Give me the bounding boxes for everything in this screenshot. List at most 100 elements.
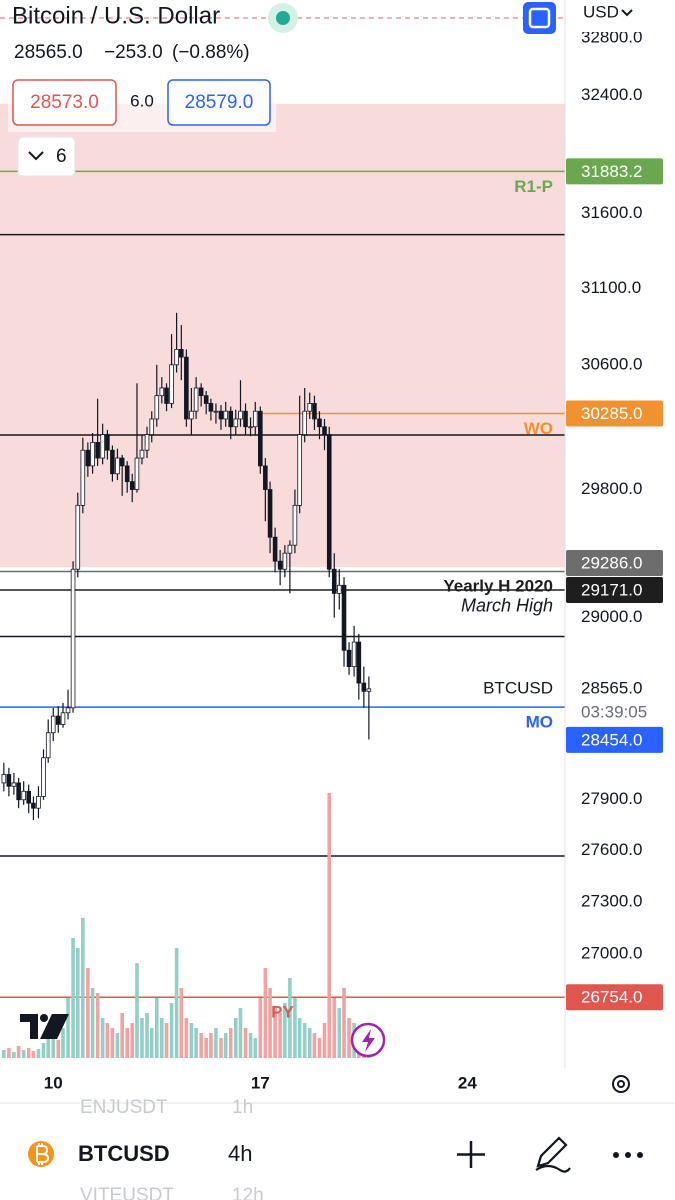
dot xyxy=(637,1152,643,1158)
ghost-symbol: ENJUSDT xyxy=(80,1097,168,1118)
volume-bar xyxy=(258,998,263,1058)
level-label: PY xyxy=(271,1003,294,1022)
candle-body xyxy=(149,418,155,435)
market-status[interactable] xyxy=(276,11,290,25)
candle-body xyxy=(297,434,302,506)
x-tick-label: 17 xyxy=(251,1073,270,1092)
volume-bar xyxy=(243,1028,248,1058)
candle-body xyxy=(277,560,283,570)
x-tick-label: 10 xyxy=(44,1073,63,1092)
toolbar-symbol[interactable]: BTCUSD xyxy=(78,1141,170,1166)
candle-body xyxy=(16,782,21,801)
toolbar-interval[interactable]: 4h xyxy=(228,1141,252,1166)
candle-body xyxy=(45,732,51,759)
fullscreen-button[interactable] xyxy=(523,2,556,34)
volume-bar xyxy=(238,1008,243,1058)
candle-body xyxy=(312,403,317,420)
ghost-interval: 1h xyxy=(232,1097,253,1118)
volume-bar xyxy=(164,1023,169,1058)
candle-body xyxy=(302,410,307,435)
volume-bar xyxy=(347,1018,351,1058)
volume-bar xyxy=(169,1003,174,1058)
volume-bar xyxy=(288,978,292,1058)
price-tag xyxy=(566,549,663,576)
volume-bar xyxy=(342,988,346,1058)
volume-bar xyxy=(75,948,80,1058)
price-tag xyxy=(566,576,663,603)
candle-body xyxy=(218,410,224,420)
volume-bar xyxy=(228,1028,233,1058)
candle-body xyxy=(243,410,248,428)
symbol-title: Bitcoin / U.S. Dollar xyxy=(12,2,220,29)
volume-bar xyxy=(7,1048,11,1058)
candle-body xyxy=(287,544,293,554)
candle-body xyxy=(228,410,234,428)
candle-body xyxy=(351,641,357,668)
candle-body xyxy=(41,757,46,797)
logo-v xyxy=(40,1014,69,1039)
volume-bar xyxy=(81,918,85,1058)
candle-body xyxy=(184,356,189,420)
volume-bar xyxy=(66,998,70,1058)
volume-bar xyxy=(302,1023,307,1058)
volume-bar xyxy=(61,1028,65,1058)
volume-bar xyxy=(12,1052,16,1058)
candle-body xyxy=(198,387,204,397)
candle-body xyxy=(11,782,17,787)
candle-body xyxy=(248,426,253,429)
volume-bar xyxy=(293,998,297,1058)
volume-bar xyxy=(135,963,139,1058)
volume-bar xyxy=(105,1023,110,1058)
currency[interactable]: USD xyxy=(583,2,619,21)
indicators-toggle[interactable] xyxy=(17,136,76,177)
y-tick-label: 27300.0 xyxy=(581,892,642,911)
bid-price: 28573.0 xyxy=(30,92,99,113)
candle-body xyxy=(238,410,243,420)
spread: 6.0 xyxy=(130,91,154,110)
volume-bar xyxy=(219,1038,223,1058)
volume-bar xyxy=(46,1038,51,1058)
candle-body xyxy=(31,802,36,809)
volume-bar xyxy=(307,1028,312,1058)
volume-bar xyxy=(56,1040,61,1058)
volume-bar xyxy=(154,998,159,1058)
candle-body xyxy=(164,387,169,404)
volume-bar xyxy=(263,968,268,1058)
volume-bar xyxy=(233,1018,238,1058)
volume-bar xyxy=(130,1023,135,1058)
price-tag xyxy=(566,984,663,1011)
candle-body xyxy=(326,434,332,570)
candle-body xyxy=(189,410,194,420)
volume-bar xyxy=(253,1038,258,1058)
candle-body xyxy=(50,715,56,734)
candle-body xyxy=(80,449,86,506)
price-tag xyxy=(566,400,663,427)
volume-bar xyxy=(194,1028,198,1058)
draw-button[interactable] xyxy=(535,1136,571,1173)
volume-bar xyxy=(120,1013,124,1058)
settings-button[interactable] xyxy=(612,1075,630,1093)
tradingview-logo[interactable] xyxy=(20,1014,69,1039)
candle-body xyxy=(21,790,26,801)
add-button[interactable] xyxy=(457,1141,485,1168)
buy-button[interactable] xyxy=(167,79,271,126)
volume-bar xyxy=(204,1038,208,1058)
change-percent: (−0.88%) xyxy=(172,42,250,63)
logo-dot xyxy=(40,1014,48,1022)
candle-body xyxy=(258,410,263,467)
price-axis: 32800.0 32400.0 31600.0 31100.0 30600.0 29800… xyxy=(581,27,642,962)
sell-button[interactable] xyxy=(12,79,117,126)
candle-body xyxy=(193,387,199,412)
volume-bar xyxy=(189,1023,194,1058)
volume-bar xyxy=(179,988,184,1058)
y-tick-label: 27900.0 xyxy=(581,789,642,808)
volume-bar xyxy=(214,1028,218,1058)
candle-body xyxy=(179,349,184,358)
volume-bar xyxy=(21,1050,26,1058)
candle-body xyxy=(272,536,278,562)
candle-body xyxy=(124,465,130,483)
dot xyxy=(613,1152,619,1158)
volume-bar xyxy=(337,1008,342,1058)
more-button[interactable] xyxy=(613,1152,643,1158)
